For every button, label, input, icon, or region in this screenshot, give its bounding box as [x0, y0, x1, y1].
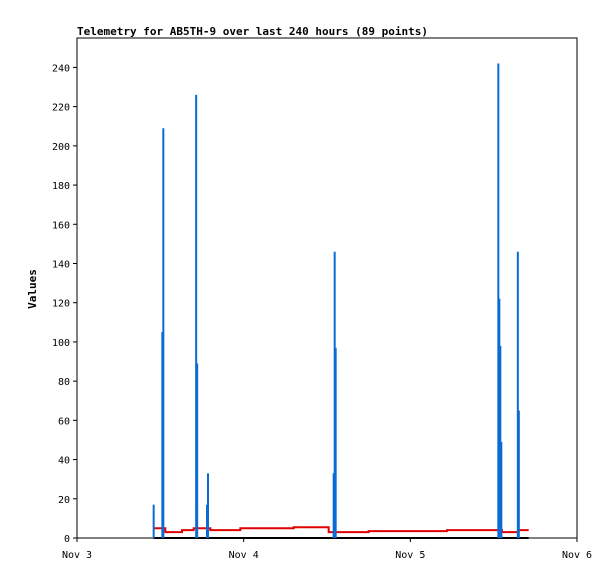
- y-tick-label: 20: [58, 495, 70, 506]
- x-tick-label: Nov 3: [62, 550, 92, 561]
- y-tick-label: 100: [52, 338, 70, 349]
- y-tick-label: 200: [52, 142, 70, 153]
- x-tick-label: Nov 6: [562, 550, 592, 561]
- y-tick-label: 180: [52, 181, 70, 192]
- y-tick-label: 0: [64, 534, 70, 545]
- y-tick-label: 160: [52, 220, 70, 231]
- x-tick-label: Nov 4: [229, 550, 259, 561]
- chart-title: Telemetry for AB5TH-9 over last 240 hour…: [77, 25, 428, 38]
- y-tick-label: 220: [52, 103, 70, 114]
- y-axis-ticks: 0 20 40 60 80 100 120 140 160 180 200 220 240: [52, 63, 77, 545]
- y-tick-label: 40: [58, 456, 70, 467]
- y-tick-label: 120: [52, 299, 70, 310]
- y-tick-label: 240: [52, 63, 70, 74]
- y-tick-label: 140: [52, 259, 70, 270]
- series-layer: [152, 63, 529, 539]
- y-tick-label: 80: [58, 377, 70, 388]
- y-axis-label: Values: [26, 269, 39, 309]
- x-tick-label: Nov 5: [395, 550, 425, 561]
- red-series-line: [153, 526, 529, 534]
- y-tick-label: 60: [58, 416, 70, 427]
- x-axis-ticks: Nov 3 Nov 4 Nov 5 Nov 6: [62, 538, 592, 561]
